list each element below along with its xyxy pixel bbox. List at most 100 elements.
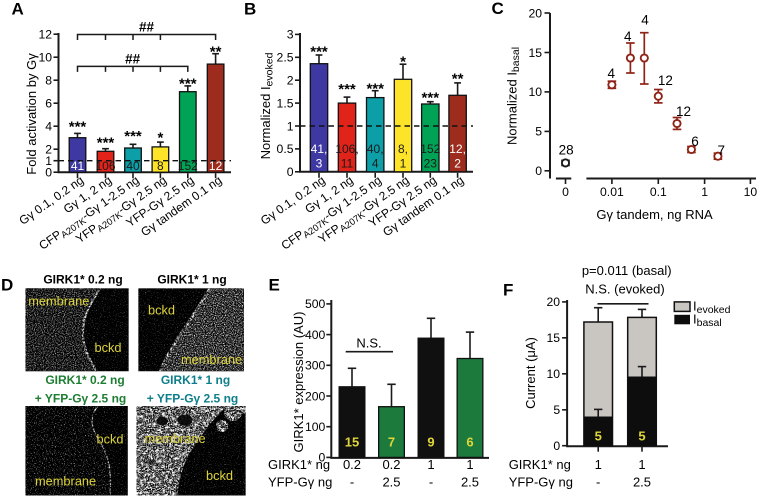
svg-text:-: -	[429, 475, 433, 490]
svg-text:4: 4	[607, 66, 615, 81]
svg-text:***: ***	[179, 75, 197, 92]
svg-text:5: 5	[595, 429, 602, 444]
svg-text:YFP-Gγ ng: YFP-Gγ ng	[509, 475, 573, 490]
svg-text:28: 28	[559, 143, 574, 158]
svg-text:0.01: 0.01	[600, 185, 624, 199]
svg-text:9: 9	[427, 435, 434, 450]
svg-text:GIRK1* expression (AU): GIRK1* expression (AU)	[291, 312, 306, 453]
svg-text:4: 4	[641, 13, 649, 28]
svg-text:4: 4	[624, 29, 632, 44]
svg-text:1: 1	[45, 154, 52, 168]
svg-text:0.1: 0.1	[650, 185, 667, 199]
svg-text:0.2: 0.2	[343, 457, 361, 472]
svg-text:***: ***	[97, 135, 115, 152]
svg-text:0.5: 0.5	[277, 142, 294, 156]
svg-text:GIRK1* 0.2 ng: GIRK1* 0.2 ng	[45, 373, 124, 387]
svg-text:3: 3	[287, 28, 294, 42]
svg-text:GIRK1* ng: GIRK1* ng	[268, 457, 330, 472]
svg-text:5: 5	[553, 403, 560, 417]
svg-text:1: 1	[466, 457, 473, 472]
svg-text:0: 0	[287, 165, 294, 179]
svg-text:p=0.011 (basal): p=0.011 (basal)	[582, 263, 672, 278]
svg-text:2: 2	[454, 157, 461, 171]
svg-text:152: 152	[420, 142, 440, 156]
svg-text:106: 106	[95, 159, 115, 173]
svg-text:41,: 41,	[311, 142, 328, 156]
svg-text:-: -	[350, 475, 354, 490]
svg-text:***: ***	[338, 81, 356, 98]
svg-text:N.S.: N.S.	[356, 336, 381, 351]
svg-text:8,: 8,	[398, 142, 408, 156]
svg-text:10: 10	[528, 85, 542, 99]
svg-text:40: 40	[126, 159, 140, 173]
svg-text:***: ***	[366, 81, 384, 98]
svg-text:**: **	[210, 44, 222, 61]
svg-text:D: D	[1, 276, 13, 295]
svg-text:15: 15	[547, 331, 561, 345]
svg-text:***: ***	[124, 128, 142, 145]
svg-text:B: B	[244, 0, 256, 19]
svg-text:2.5: 2.5	[633, 475, 651, 490]
svg-text:1: 1	[427, 457, 434, 472]
svg-text:1: 1	[595, 457, 602, 472]
svg-text:7: 7	[388, 435, 395, 450]
svg-text:12: 12	[676, 104, 691, 119]
svg-text:0: 0	[45, 166, 52, 180]
svg-text:*: *	[157, 130, 163, 147]
svg-text:Fold activation by Gγ: Fold activation by Gγ	[24, 53, 39, 175]
svg-text:0.2: 0.2	[382, 457, 400, 472]
svg-text:15: 15	[345, 435, 359, 450]
svg-text:8: 8	[157, 159, 164, 173]
svg-text:0: 0	[319, 451, 326, 465]
svg-text:2: 2	[45, 143, 52, 157]
svg-text:C: C	[492, 0, 504, 18]
svg-text:152: 152	[178, 159, 198, 173]
svg-text:***: ***	[69, 119, 87, 136]
svg-text:23: 23	[424, 157, 438, 171]
svg-text:bckd: bckd	[97, 432, 124, 447]
svg-text:+ YFP-Gγ 2.5 ng: + YFP-Gγ 2.5 ng	[35, 392, 126, 406]
svg-text:12,: 12,	[449, 142, 466, 156]
svg-text:11: 11	[341, 157, 354, 171]
svg-text:**: **	[452, 71, 464, 88]
svg-text:10: 10	[547, 367, 561, 381]
svg-text:6: 6	[466, 435, 473, 450]
svg-text:***: ***	[422, 90, 440, 107]
svg-text:+ YFP-Gγ 2.5 ng: + YFP-Gγ 2.5 ng	[147, 392, 238, 406]
svg-text:membrane: membrane	[28, 294, 89, 309]
svg-text:5: 5	[638, 429, 645, 444]
svg-text:15: 15	[528, 46, 542, 60]
svg-text:E: E	[269, 276, 280, 295]
svg-text:Current (μA): Current (μA)	[523, 337, 538, 409]
svg-text:-: -	[596, 475, 600, 490]
svg-text:0: 0	[562, 185, 569, 199]
svg-text:200: 200	[305, 389, 326, 403]
svg-text:100: 100	[305, 420, 326, 434]
svg-text:*: *	[400, 53, 406, 70]
svg-text:10: 10	[744, 185, 758, 199]
svg-text:A: A	[12, 0, 24, 19]
svg-text:1: 1	[287, 119, 294, 133]
svg-text:2.5: 2.5	[382, 475, 400, 490]
svg-text:1.5: 1.5	[277, 96, 294, 110]
svg-text:F: F	[503, 281, 513, 300]
svg-text:bckd: bckd	[206, 468, 233, 483]
svg-text:membrane: membrane	[181, 352, 242, 367]
svg-text:20: 20	[547, 295, 561, 309]
svg-text:2.5: 2.5	[277, 51, 294, 65]
svg-text:##: ##	[125, 51, 141, 66]
svg-text:6: 6	[45, 97, 52, 111]
svg-text:GIRK1* 0.2 ng: GIRK1* 0.2 ng	[43, 273, 122, 287]
svg-text:5: 5	[535, 125, 542, 139]
svg-text:2: 2	[287, 74, 294, 88]
svg-text:membrane: membrane	[145, 431, 206, 446]
svg-text:N.S. (evoked): N.S. (evoked)	[585, 282, 664, 297]
svg-text:GIRK1* ng: GIRK1* ng	[509, 457, 571, 472]
svg-text:membrane: membrane	[35, 474, 96, 489]
svg-text:4: 4	[372, 157, 379, 171]
svg-text:10: 10	[38, 51, 52, 65]
svg-text:6: 6	[691, 134, 699, 149]
svg-text:1: 1	[638, 457, 645, 472]
svg-text:40,: 40,	[367, 142, 384, 156]
svg-text:0: 0	[553, 439, 560, 453]
